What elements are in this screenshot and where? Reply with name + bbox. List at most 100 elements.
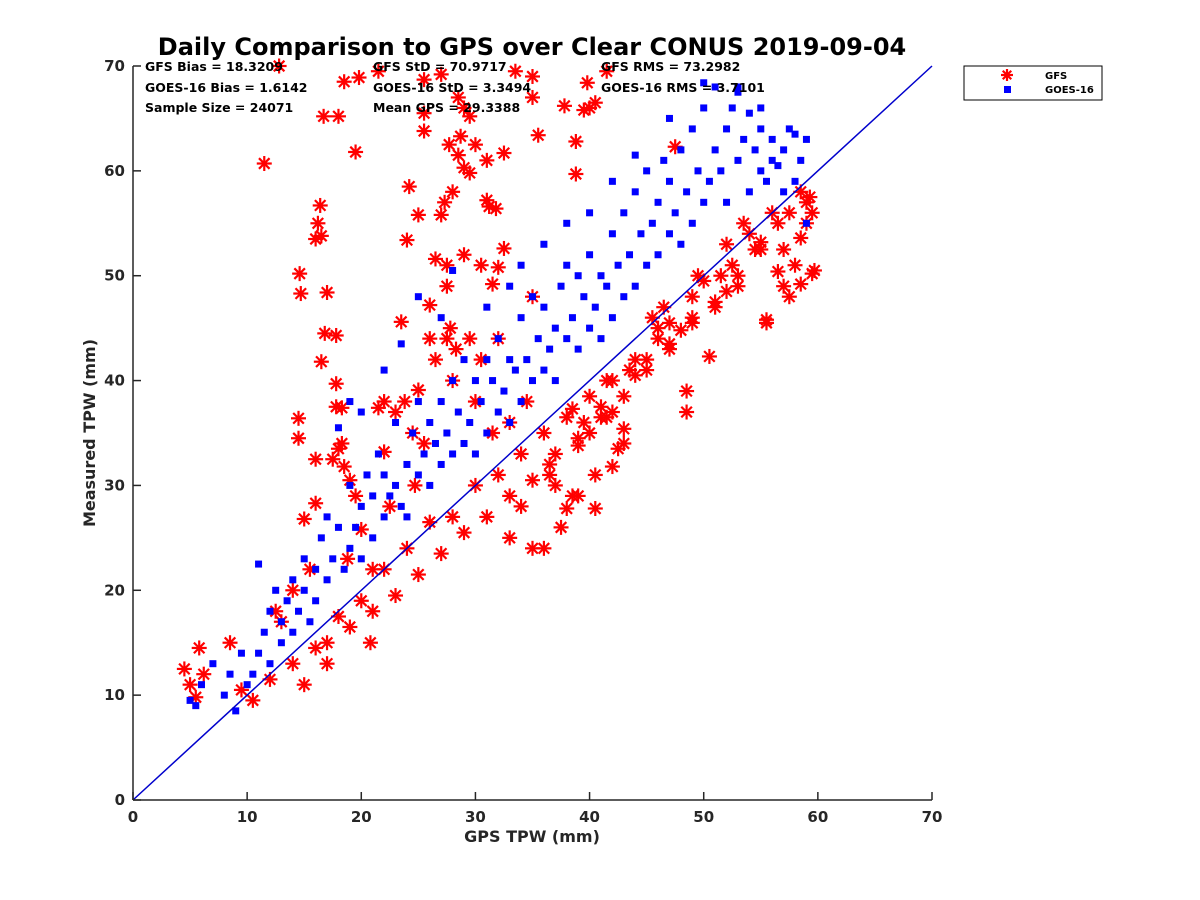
gfs-point bbox=[582, 425, 598, 441]
goes16-point bbox=[711, 146, 719, 154]
goes16-point bbox=[226, 670, 234, 678]
gfs-point bbox=[559, 500, 575, 516]
gfs-point bbox=[399, 232, 415, 248]
gfs-point bbox=[450, 89, 466, 105]
gfs-point bbox=[616, 388, 632, 404]
goes16-point bbox=[437, 460, 445, 468]
gfs-point bbox=[362, 635, 378, 651]
goes16-point bbox=[648, 219, 656, 227]
goes16-point bbox=[197, 681, 205, 689]
gfs-point bbox=[291, 430, 307, 446]
gfs-point bbox=[781, 205, 797, 221]
goes16-point bbox=[780, 188, 788, 196]
gfs-point bbox=[556, 98, 572, 114]
x-tick-label: 0 bbox=[128, 808, 138, 826]
gfs-point bbox=[496, 240, 512, 256]
gfs-point bbox=[719, 283, 735, 299]
gfs-point bbox=[293, 286, 309, 302]
goes16-point bbox=[220, 691, 228, 699]
gfs-point bbox=[416, 105, 432, 121]
gfs-point bbox=[348, 488, 364, 504]
gfs-point bbox=[730, 278, 746, 294]
gfs-point bbox=[353, 593, 369, 609]
gfs-point bbox=[513, 446, 529, 462]
goes16-point bbox=[357, 502, 365, 510]
goes16-point bbox=[574, 345, 582, 353]
gfs-point bbox=[781, 289, 797, 305]
x-tick-label: 70 bbox=[922, 808, 943, 826]
gfs-point bbox=[256, 156, 272, 172]
gfs-point bbox=[313, 354, 329, 370]
gfs-point bbox=[388, 404, 404, 420]
gfs-point bbox=[416, 435, 432, 451]
goes16-point bbox=[277, 639, 285, 647]
goes16-point bbox=[757, 167, 765, 175]
goes16-point bbox=[734, 88, 742, 96]
gfs-point bbox=[334, 400, 350, 416]
gfs-point bbox=[793, 276, 809, 292]
goes16-point bbox=[529, 377, 536, 385]
legend-gfs-asterisk-icon bbox=[1001, 69, 1013, 81]
gfs-point bbox=[536, 540, 552, 556]
goes16-point bbox=[483, 303, 491, 311]
gfs-point bbox=[604, 459, 620, 475]
x-tick-label: 20 bbox=[351, 808, 372, 826]
goes16-point bbox=[540, 366, 548, 374]
goes16-point bbox=[511, 366, 519, 374]
goes16-point bbox=[740, 135, 748, 143]
goes16-point bbox=[255, 560, 263, 568]
gfs-point bbox=[342, 619, 358, 635]
goes16-point bbox=[757, 125, 765, 133]
gfs-point bbox=[319, 635, 335, 651]
goes16-point bbox=[768, 156, 776, 164]
goes16-point bbox=[797, 156, 805, 164]
gfs-point bbox=[679, 383, 695, 399]
goes16-point bbox=[551, 324, 559, 332]
gfs-point bbox=[576, 415, 592, 431]
gfs-point bbox=[191, 640, 207, 656]
goes16-point bbox=[380, 366, 388, 374]
goes16-point bbox=[700, 198, 708, 206]
goes16-point bbox=[580, 293, 588, 301]
goes16-point bbox=[380, 513, 388, 521]
goes16-point bbox=[608, 230, 616, 238]
gfs-point bbox=[542, 467, 558, 483]
goes16-point bbox=[517, 398, 525, 406]
goes16-point bbox=[586, 209, 594, 217]
gfs-point bbox=[627, 352, 643, 368]
x-tick-label: 60 bbox=[807, 808, 828, 826]
gfs-point bbox=[442, 320, 458, 336]
goes16-point bbox=[500, 387, 508, 395]
goes16-point bbox=[449, 450, 457, 458]
goes16-point bbox=[460, 439, 468, 447]
y-axis-label: Measured TPW (mm) bbox=[80, 339, 99, 527]
goes16-point bbox=[323, 513, 331, 521]
gfs-point bbox=[570, 488, 586, 504]
gfs-point bbox=[462, 331, 478, 347]
stat-goes-std: GOES-16 StD = 3.3494 bbox=[373, 80, 531, 95]
goes16-point bbox=[745, 188, 753, 196]
goes16-point bbox=[363, 471, 371, 479]
goes16-point bbox=[563, 219, 571, 227]
goes16-point bbox=[791, 130, 799, 138]
goes16-point bbox=[346, 544, 354, 552]
gfs-point bbox=[758, 315, 774, 331]
goes16-point bbox=[597, 272, 605, 280]
gfs-point bbox=[496, 145, 512, 161]
stat-goes-bias: GOES-16 Bias = 1.6142 bbox=[145, 80, 307, 95]
goes16-point bbox=[734, 83, 742, 91]
stat-gfs-rms: GFS RMS = 73.2982 bbox=[601, 59, 740, 74]
gfs-point bbox=[707, 294, 723, 310]
goes16-point bbox=[551, 377, 559, 385]
goes16-point bbox=[386, 492, 394, 500]
gfs-point bbox=[776, 242, 792, 257]
goes16-point bbox=[392, 481, 400, 489]
y-tick-label: 40 bbox=[104, 372, 125, 390]
gfs-point bbox=[365, 603, 381, 619]
stat-goes-rms: GOES-16 RMS = 3.7101 bbox=[601, 80, 765, 95]
gfs-point bbox=[525, 472, 540, 488]
goes16-point bbox=[289, 576, 297, 584]
gfs-point bbox=[547, 477, 563, 493]
goes16-point bbox=[260, 628, 268, 636]
